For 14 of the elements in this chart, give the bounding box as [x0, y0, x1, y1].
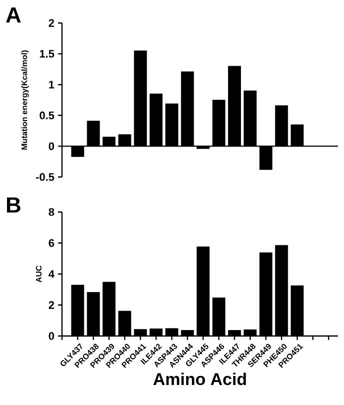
- y-tick-label: 0.5: [40, 112, 54, 120]
- y-tick-label: 4: [48, 270, 54, 278]
- y-tick-label: 2: [48, 19, 54, 27]
- y-tick-label: 6: [48, 239, 54, 247]
- x-axis-title: Amino Acid: [153, 372, 246, 386]
- y-tick-label: 2: [48, 301, 54, 309]
- y-tick-label: 0: [48, 142, 54, 150]
- chart-title: A: [6, 7, 21, 23]
- y-tick-label: 8: [48, 208, 54, 216]
- y-tick-label: 1: [49, 80, 54, 88]
- y-tick-label: 0: [48, 332, 54, 340]
- y-tick-label: -0.5: [36, 173, 54, 181]
- y-tick-label: 1.5: [40, 50, 54, 58]
- chart-title: B: [6, 197, 20, 213]
